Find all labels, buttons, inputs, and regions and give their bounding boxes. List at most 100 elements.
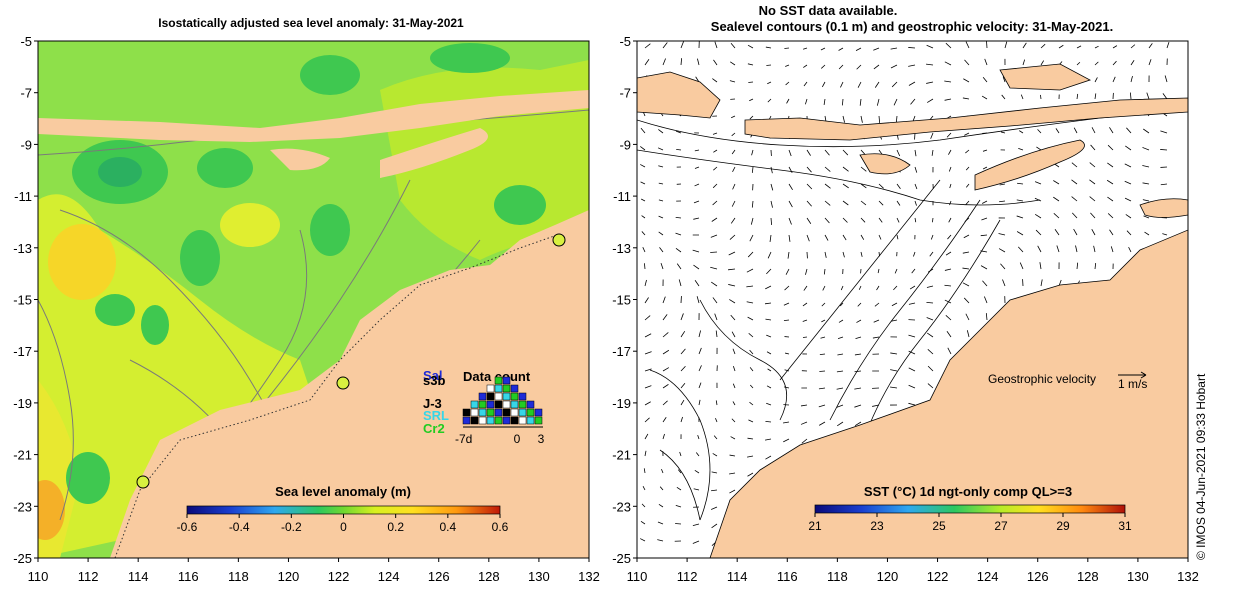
sst-colorbar-label: SST (°C) 1d ngt-only comp QL>=3	[864, 484, 1072, 499]
tide-gauge-marker[interactable]	[336, 376, 350, 390]
land-australia	[110, 210, 589, 558]
velocity-arrow	[658, 199, 664, 202]
velocity-arrow	[1160, 130, 1168, 134]
velocity-arrow	[945, 42, 952, 49]
histogram-cell	[486, 392, 495, 401]
velocity-arrow	[1076, 262, 1079, 270]
velocity-arrow	[818, 421, 826, 426]
velocity-arrow	[944, 80, 952, 83]
velocity-arrow	[1160, 183, 1168, 186]
velocity-arrow	[1112, 76, 1116, 83]
histogram-axis-label: 3	[538, 432, 545, 446]
sla-low-anomaly-7	[66, 452, 110, 504]
velocity-arrow	[1040, 60, 1045, 66]
velocity-arrow	[1053, 213, 1060, 219]
velocity-arrow	[715, 418, 718, 423]
velocity-arrow	[644, 368, 652, 372]
sla-colorbar	[186, 505, 501, 515]
histogram-cell	[470, 408, 479, 417]
velocity-arrow	[732, 348, 736, 355]
velocity-arrow	[855, 336, 862, 340]
velocity-arrow	[1107, 196, 1114, 202]
sla-low-anomaly-2	[197, 148, 253, 188]
velocity-arrow	[1037, 245, 1042, 253]
velocity-arrow	[896, 183, 901, 189]
velocity-arrow	[788, 183, 793, 191]
velocity-arrow	[908, 367, 916, 372]
sla-high-anomaly-sw	[38, 480, 65, 540]
velocity-arrow	[640, 127, 646, 134]
velocity-arrow	[821, 302, 826, 307]
right-x-tick-label: 132	[1177, 569, 1199, 584]
sla-colorbar-tick-label: 0	[340, 520, 347, 534]
velocity-arrow	[644, 59, 650, 66]
velocity-arrow	[837, 421, 844, 427]
velocity-arrow	[854, 353, 862, 356]
velocity-arrow	[1000, 263, 1006, 270]
velocity-arrow	[820, 336, 826, 339]
velocity-arrow	[749, 367, 754, 372]
credit-text: © IMOS 04-Jun-2021 09:33 Hobart	[1194, 373, 1208, 560]
velocity-arrow	[658, 129, 664, 134]
velocity-arrow	[860, 115, 863, 123]
sla-colorbar-label: Sea level anomaly (m)	[275, 484, 411, 499]
sla-low-anomaly-6	[141, 305, 169, 345]
velocity-arrow	[822, 285, 826, 291]
velocity-arrow	[747, 44, 754, 49]
velocity-arrow	[1035, 229, 1042, 236]
velocity-arrow	[1146, 92, 1150, 100]
velocity-arrow	[820, 47, 826, 51]
velocity-arrow	[765, 455, 772, 460]
velocity-arrow	[947, 347, 952, 355]
left-x-tick-label: 132	[578, 569, 600, 584]
velocity-arrow	[680, 365, 686, 372]
sst-colorbar-tick-label: 25	[932, 519, 946, 533]
velocity-arrow	[729, 80, 736, 83]
histogram-cell	[502, 400, 511, 409]
velocity-arrow	[1017, 246, 1024, 253]
velocity-arrow	[824, 166, 831, 172]
velocity-arrow	[697, 434, 700, 440]
velocity-arrow	[877, 268, 880, 274]
velocity-arrow	[661, 468, 664, 474]
tide-gauge-marker[interactable]	[552, 233, 566, 247]
right-x-tick-label: 110	[627, 569, 648, 584]
velocity-arrow	[643, 468, 646, 474]
velocity-scale-arrowhead	[1140, 371, 1147, 379]
velocity-arrow	[1166, 42, 1170, 49]
velocity-arrow	[766, 351, 772, 355]
tide-gauge-marker[interactable]	[136, 475, 150, 489]
velocity-arrow	[931, 149, 934, 156]
velocity-arrow	[914, 166, 918, 173]
velocity-arrow	[946, 132, 952, 138]
velocity-arrow	[1019, 262, 1024, 270]
velocity-arrow	[1124, 180, 1132, 185]
velocity-arrow	[1071, 179, 1078, 185]
velocity-arrow	[676, 148, 682, 151]
velocity-arrow	[1130, 60, 1135, 66]
velocity-arrow	[842, 217, 848, 223]
velocity-arrow	[1075, 245, 1078, 253]
velocity-arrow	[840, 81, 844, 88]
velocity-arrow	[890, 386, 898, 389]
velocity-arrow	[713, 149, 718, 153]
velocity-arrow	[927, 348, 934, 355]
velocity-arrow	[712, 183, 718, 189]
velocity-arrow	[824, 200, 831, 206]
velocity-arrow	[662, 58, 666, 66]
right-y-tick-label: -21	[612, 448, 631, 463]
velocity-arrow	[891, 302, 898, 307]
left-y-tick-label: -7	[20, 86, 32, 101]
velocity-arrow	[1076, 61, 1081, 66]
velocity-arrow	[1148, 43, 1153, 49]
velocity-arrow	[876, 285, 880, 291]
histogram-cell	[502, 384, 511, 393]
velocity-arrow	[910, 98, 916, 105]
velocity-arrow	[998, 233, 1006, 236]
left-y-tick-label: -5	[20, 34, 32, 49]
velocity-arrow	[944, 284, 952, 287]
velocity-arrow	[1124, 197, 1132, 202]
velocity-arrow	[1089, 196, 1096, 202]
velocity-arrow	[694, 280, 700, 287]
velocity-arrow	[947, 234, 952, 240]
